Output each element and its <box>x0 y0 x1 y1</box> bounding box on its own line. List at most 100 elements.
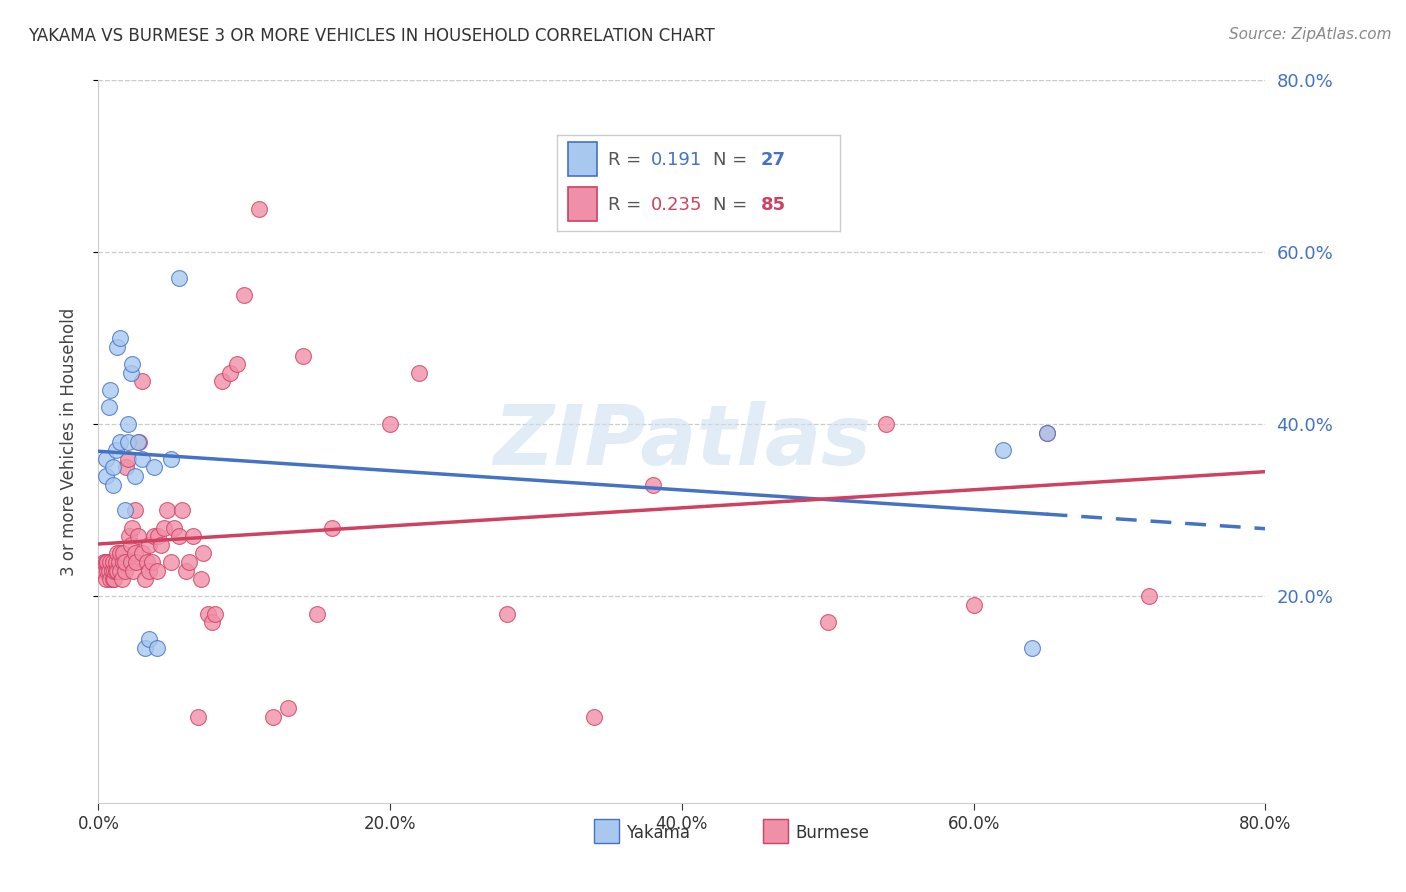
Text: N =: N = <box>713 151 754 169</box>
Point <box>160 451 183 466</box>
Point <box>170 503 193 517</box>
Y-axis label: 3 or more Vehicles in Household: 3 or more Vehicles in Household <box>59 308 77 575</box>
Point <box>101 572 124 586</box>
Point <box>118 529 141 543</box>
Point <box>187 710 209 724</box>
Point <box>100 564 122 578</box>
Point <box>124 503 146 517</box>
Point <box>97 564 120 578</box>
Point <box>96 555 118 569</box>
Point <box>1035 425 1057 440</box>
Point <box>105 546 128 560</box>
Point <box>277 701 299 715</box>
Point <box>114 503 136 517</box>
Text: Yakama: Yakama <box>627 824 690 842</box>
Point <box>120 555 142 569</box>
Point <box>380 417 402 432</box>
Point <box>962 598 984 612</box>
Point <box>991 443 1014 458</box>
Point <box>181 529 204 543</box>
Point <box>114 564 136 578</box>
Point <box>135 555 157 569</box>
Point <box>146 640 169 655</box>
Point <box>190 572 212 586</box>
Text: Source: ZipAtlas.com: Source: ZipAtlas.com <box>1229 27 1392 42</box>
Point <box>98 572 121 586</box>
Text: 0.191: 0.191 <box>651 151 702 169</box>
Point <box>110 564 132 578</box>
Point <box>128 434 150 449</box>
Point <box>110 434 132 449</box>
Point <box>91 564 114 578</box>
Point <box>218 366 240 380</box>
Point <box>101 555 124 569</box>
Point <box>408 366 430 380</box>
Point <box>134 572 156 586</box>
Point <box>121 357 143 371</box>
Point <box>247 202 270 217</box>
Point <box>117 451 139 466</box>
Point <box>101 460 124 475</box>
Point <box>108 555 131 569</box>
Point <box>103 572 125 586</box>
Point <box>496 607 519 621</box>
Point <box>110 546 132 560</box>
Point <box>150 538 173 552</box>
Text: Burmese: Burmese <box>796 824 869 842</box>
Point <box>94 451 117 466</box>
Point <box>93 555 115 569</box>
Point <box>104 555 127 569</box>
Point <box>138 564 160 578</box>
Point <box>148 529 170 543</box>
Text: 0.235: 0.235 <box>651 195 702 214</box>
Point <box>114 555 136 569</box>
Point <box>122 564 145 578</box>
Text: ZIPatlas: ZIPatlas <box>494 401 870 482</box>
Point <box>112 546 135 560</box>
Text: 27: 27 <box>761 151 786 169</box>
Point <box>101 477 124 491</box>
Point <box>142 529 165 543</box>
Point <box>120 366 142 380</box>
Point <box>226 357 249 371</box>
Point <box>167 529 190 543</box>
Point <box>233 288 256 302</box>
Point <box>138 632 160 647</box>
Text: R =: R = <box>609 195 647 214</box>
Point <box>131 546 153 560</box>
Point <box>583 710 606 724</box>
Point <box>142 460 165 475</box>
Point <box>121 520 143 534</box>
Point <box>103 564 125 578</box>
Point <box>124 546 146 560</box>
Point <box>127 529 149 543</box>
Point <box>197 607 219 621</box>
Point <box>730 177 752 191</box>
Point <box>156 503 179 517</box>
Point <box>167 271 190 285</box>
Point <box>94 469 117 483</box>
Point <box>96 564 118 578</box>
Point <box>104 564 127 578</box>
Point <box>1021 640 1043 655</box>
Point <box>110 331 132 345</box>
Point <box>1035 425 1057 440</box>
Point <box>97 400 120 414</box>
Point <box>875 417 897 432</box>
Bar <box>568 142 596 176</box>
Point <box>115 460 138 475</box>
Point <box>131 451 153 466</box>
Point <box>94 555 117 569</box>
Point <box>94 572 117 586</box>
Point <box>138 538 160 552</box>
Point <box>117 417 139 432</box>
Point <box>141 555 163 569</box>
Point <box>262 710 284 724</box>
Point <box>174 564 197 578</box>
Point <box>160 555 183 569</box>
Point <box>1137 590 1160 604</box>
Point <box>153 520 176 534</box>
Point <box>120 538 142 552</box>
Point <box>111 572 134 586</box>
Point <box>117 434 139 449</box>
